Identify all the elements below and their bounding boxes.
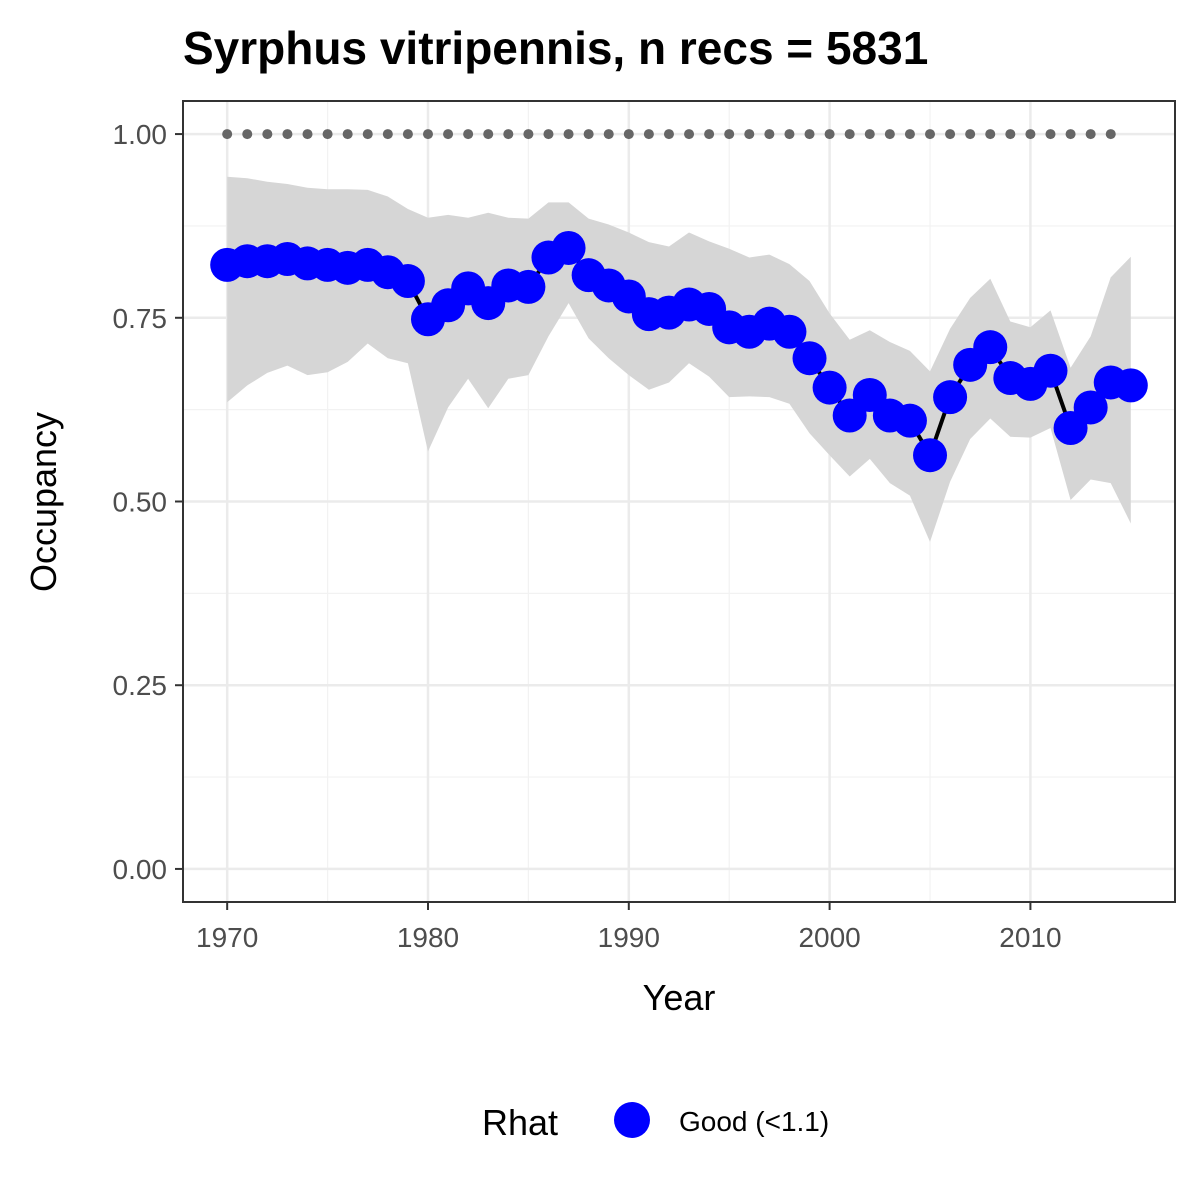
credible-interval-ribbon [227, 176, 1131, 542]
legend-label-good: Good (<1.1) [679, 1106, 829, 1137]
y-tick-label: 1.00 [113, 119, 168, 150]
reference-point [663, 129, 674, 140]
reference-point [784, 129, 795, 140]
occupancy-point [1033, 353, 1068, 388]
reference-point [804, 129, 815, 140]
x-axis-title: Year [643, 977, 716, 1018]
reference-point [704, 129, 715, 140]
reference-point [684, 129, 695, 140]
y-tick-label: 0.25 [113, 670, 168, 701]
reference-point [523, 129, 534, 140]
reference-point [744, 129, 755, 140]
reference-point [463, 129, 474, 140]
y-tick-label: 0.50 [113, 487, 168, 518]
x-tick-label: 2010 [999, 922, 1061, 953]
legend: Rhat Good (<1.1) [482, 1102, 829, 1143]
reference-point [422, 129, 433, 140]
occupancy-point [973, 330, 1008, 365]
occupancy-point [812, 370, 847, 405]
occupancy-point [913, 438, 948, 473]
occupancy-point [390, 264, 425, 299]
reference-point [583, 129, 594, 140]
reference-point [563, 129, 574, 140]
reference-point [483, 129, 494, 140]
reference-point [322, 129, 333, 140]
reference-point [824, 129, 835, 140]
reference-point [643, 129, 654, 140]
reference-point [1085, 129, 1096, 140]
reference-point [904, 129, 915, 140]
data-layer [210, 129, 1148, 542]
occupancy-point [1113, 368, 1148, 403]
reference-point [503, 129, 514, 140]
x-tick-label: 1990 [598, 922, 660, 953]
legend-title: Rhat [482, 1102, 558, 1143]
x-tick-label: 1980 [397, 922, 459, 953]
reference-point [1025, 129, 1036, 140]
reference-point [945, 129, 956, 140]
occupancy-point [1073, 390, 1108, 425]
y-tick-label: 0.00 [113, 854, 168, 885]
x-tick-label: 1970 [196, 922, 258, 953]
occupancy-point [792, 341, 827, 376]
reference-point [985, 129, 996, 140]
occupancy-point [551, 230, 586, 265]
reference-point [402, 129, 413, 140]
reference-point [884, 129, 895, 140]
reference-point [864, 129, 875, 140]
legend-key-good [614, 1102, 650, 1138]
reference-point [342, 129, 353, 140]
reference-point [965, 129, 976, 140]
occupancy-point [511, 269, 546, 304]
reference-point [623, 129, 634, 140]
reference-point [443, 129, 454, 140]
reference-point [1065, 129, 1076, 140]
reference-point [1005, 129, 1016, 140]
x-tick-label: 2000 [798, 922, 860, 953]
reference-point [1105, 129, 1116, 140]
reference-point [362, 129, 373, 140]
reference-point [1045, 129, 1056, 140]
reference-point [764, 129, 775, 140]
reference-point [302, 129, 313, 140]
reference-point [282, 129, 293, 140]
plot-panel [182, 100, 1176, 903]
y-tick-label: 0.75 [113, 303, 168, 334]
reference-point [844, 129, 855, 140]
chart-title: Syrphus vitripennis, n recs = 5831 [183, 22, 928, 74]
occupancy-point [772, 314, 807, 349]
occupancy-point [933, 380, 968, 415]
reference-point [925, 129, 936, 140]
y-axis: 0.00 0.25 0.50 0.75 1.00 [113, 119, 183, 885]
occupancy-point [892, 403, 927, 438]
y-axis-title: Occupancy [23, 412, 64, 592]
x-axis: 1970 1980 1990 2000 2010 [196, 902, 1062, 953]
reference-point [724, 129, 735, 140]
reference-point [222, 129, 233, 140]
reference-point [262, 129, 273, 140]
reference-point [242, 129, 253, 140]
reference-point [603, 129, 614, 140]
reference-point [543, 129, 554, 140]
reference-point [382, 129, 393, 140]
